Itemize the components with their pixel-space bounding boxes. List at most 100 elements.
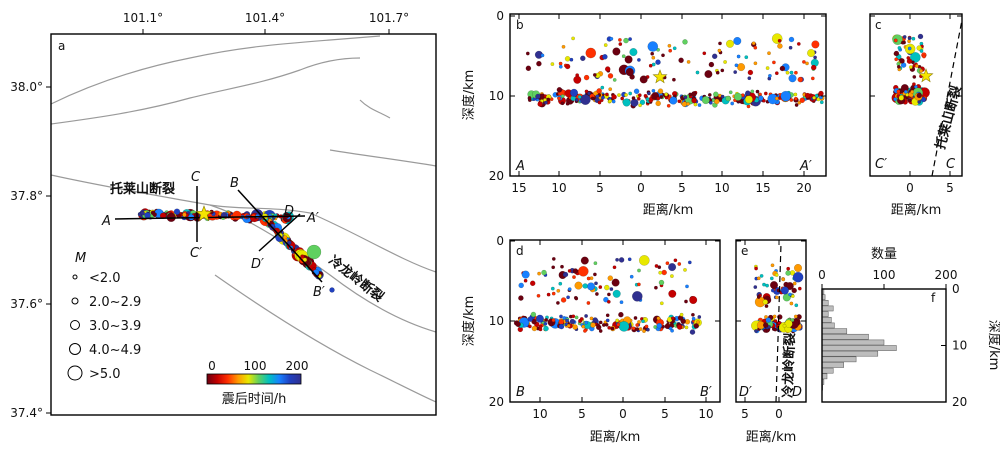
- hypocenter-point: [621, 54, 626, 59]
- hypocenter-point: [908, 65, 913, 70]
- hypocenter-point: [691, 312, 695, 317]
- hypocenter-point: [693, 323, 700, 329]
- epicenter-point: [173, 208, 181, 215]
- hypocenter-point: [894, 57, 899, 62]
- hypocenter-point: [655, 100, 661, 107]
- hypocenter-point: [543, 321, 548, 326]
- hypocenter-point: [550, 62, 555, 66]
- hypocenter-point: [607, 73, 614, 79]
- hypocenter-point: [648, 63, 653, 68]
- hypocenter-point: [572, 324, 578, 330]
- lat-tick-label: 37.4°: [10, 406, 43, 420]
- hypocenter-point: [629, 274, 634, 279]
- hypocenter-point: [593, 272, 597, 277]
- x-tick-label: 5: [741, 407, 749, 421]
- hypocenter-point: [714, 98, 720, 105]
- hypocenter-point: [697, 315, 702, 319]
- hypocenter-point: [907, 46, 912, 51]
- hypocenter-point: [637, 282, 641, 287]
- hypocenter-point: [797, 76, 804, 83]
- mag-legend-item: >5.0: [89, 367, 121, 382]
- hypocenter-point: [536, 60, 542, 67]
- x-axis-title: 距离/km: [891, 202, 942, 218]
- panel-letter-f: f: [931, 291, 936, 305]
- epicenter-point: [302, 257, 308, 262]
- profile-label-A-prime: A′: [306, 211, 319, 226]
- hypocenter-point: [612, 78, 617, 82]
- hypocenter-point: [753, 61, 758, 66]
- hypocenter-point: [628, 91, 633, 96]
- hypocenter-point: [762, 299, 769, 305]
- hypocenter-point: [683, 95, 688, 100]
- hypocenter-point: [773, 327, 778, 332]
- hypocenter-point: [764, 304, 769, 308]
- hypocenter-point: [624, 93, 628, 97]
- hypocenter-point: [558, 323, 565, 330]
- hypocenter-point: [603, 296, 609, 303]
- hypocenter-point: [607, 275, 614, 281]
- hypocenter-point: [658, 270, 663, 275]
- lon-tick-label: 101.4°: [245, 11, 285, 25]
- y-tick-label: 0: [496, 234, 504, 248]
- hypocenter-point: [636, 96, 641, 101]
- x-tick-label: 0: [619, 407, 627, 421]
- hypocenter-point: [744, 55, 749, 60]
- hypocenter-point: [708, 100, 713, 105]
- hypocenter-point: [753, 285, 758, 289]
- hypocenter-point: [523, 278, 528, 283]
- hypocenter-point: [794, 303, 799, 308]
- hypocenter-point: [611, 99, 616, 104]
- x-tick-label: 0: [637, 181, 645, 195]
- hypocenter-point: [560, 297, 567, 303]
- hypocenter-point: [780, 286, 789, 295]
- hypocenter-point: [765, 283, 769, 288]
- hypocenter-point: [917, 33, 924, 40]
- hypocenter-point: [725, 95, 731, 102]
- hypocenter-point: [531, 325, 538, 332]
- hypocenter-point: [680, 318, 686, 325]
- hypocenter-point: [781, 277, 786, 282]
- hypocenter-point: [537, 101, 543, 107]
- hypocenter-point: [816, 97, 821, 102]
- hypocenter-point: [696, 320, 700, 324]
- mag-legend-symbol: [67, 365, 83, 381]
- mag-legend-item: 4.0~4.9: [89, 343, 141, 358]
- fault-trace-3: [51, 174, 436, 273]
- mag-legend-item: 3.0~3.9: [89, 319, 141, 334]
- fault-label-tuolaishan: 托莱山断裂: [110, 181, 176, 197]
- hypocenter-point: [637, 58, 641, 62]
- hypocenter-point: [594, 281, 598, 286]
- profile-label-B-prime: B′: [313, 285, 325, 300]
- hypocenter-point: [893, 97, 897, 102]
- hypocenter-point: [566, 295, 570, 300]
- hypocenter-point: [896, 89, 901, 94]
- hypocenter-point: [580, 256, 589, 265]
- hypocenter-point: [657, 88, 664, 94]
- x-tick-label: 5: [946, 181, 954, 195]
- hypocenter-point: [792, 271, 804, 283]
- hypocenter-point: [632, 290, 643, 302]
- y-tick-label: 0: [496, 9, 504, 23]
- panel-letter-d: d: [516, 244, 524, 258]
- hypocenter-point: [745, 90, 751, 96]
- hypocenter-point: [737, 63, 746, 72]
- hypocenter-point: [797, 286, 802, 291]
- hypocenter-point: [799, 97, 805, 104]
- epicenter-point: [329, 287, 335, 293]
- hypocenter-point: [659, 95, 664, 99]
- hypocenter-point: [807, 49, 816, 58]
- hypocenter-point: [565, 318, 569, 323]
- hypocenter-point: [791, 287, 797, 294]
- hypocenter-point: [788, 292, 792, 297]
- depth-histogram-bar: [821, 350, 879, 357]
- hypocenter-point: [777, 314, 783, 320]
- panel-d: d B B′ 10 5 0 5 10 0 10 20 深度/km 距离/km: [461, 234, 721, 445]
- hypocenter-point: [635, 327, 640, 331]
- hypocenter-point: [595, 292, 599, 296]
- hypocenter-point: [611, 94, 617, 100]
- hypocenter-point: [770, 288, 775, 293]
- hypocenter-point: [623, 37, 629, 44]
- hypocenter-point: [584, 314, 588, 318]
- hypocenter-point: [683, 267, 687, 272]
